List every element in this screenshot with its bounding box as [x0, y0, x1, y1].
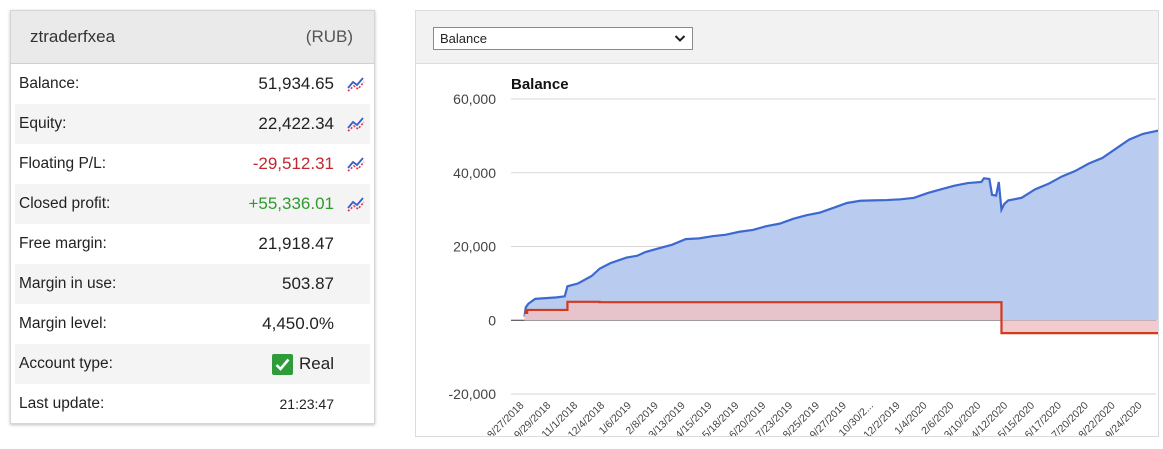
chart-icon[interactable]: [346, 194, 366, 214]
series-line-1: [524, 300, 1158, 335]
y-tick-label: 60,000: [453, 91, 496, 107]
stat-row: Margin level: 4,450.0%: [15, 304, 370, 344]
account-name: ztraderfxea: [30, 27, 116, 46]
stat-label: Margin in use:: [19, 275, 117, 292]
series-area-1: [524, 301, 1158, 334]
chart-panel: Balance Balance 60,000 40,000 20,000 0 -20,00…: [415, 10, 1159, 437]
chart-toolbar: Balance: [416, 11, 1158, 64]
stat-row: Free margin: 21,918.47: [15, 224, 370, 264]
stat-value: 21:23:47: [279, 396, 335, 412]
stat-label: Account type:: [19, 355, 113, 372]
series-area-0: [524, 130, 1158, 321]
account-panel: ztraderfxea (RUB) Balance: 51,934.65 Equit…: [10, 10, 375, 424]
stat-value: 503.87: [282, 274, 334, 293]
stat-label: Equity:: [19, 115, 67, 132]
stat-row: Margin in use: 503.87: [15, 264, 370, 304]
y-tick-label: 20,000: [453, 239, 496, 255]
stat-value: -29,512.31: [252, 154, 334, 173]
chart-type-select[interactable]: Balance: [433, 27, 693, 50]
stat-row: Account type: Real: [15, 344, 370, 384]
chart-icon[interactable]: [346, 154, 366, 174]
stat-label: Last update:: [19, 395, 105, 412]
stat-label: Closed profit:: [19, 195, 111, 212]
stat-label: Floating P/L:: [19, 155, 107, 172]
stat-value: +55,336.01: [248, 194, 334, 213]
y-tick-label: 0: [488, 312, 496, 328]
chart-title: Balance: [511, 76, 569, 93]
stat-label: Balance:: [19, 75, 80, 92]
stat-label: Margin level:: [19, 315, 107, 332]
chart-icon[interactable]: [346, 74, 366, 94]
series-line-0: [523, 129, 1158, 317]
account-currency: (RUB): [305, 27, 353, 46]
stat-value: 22,422.34: [258, 114, 334, 133]
chart-icon[interactable]: [346, 114, 366, 134]
account-stats: Balance: 51,934.65 Equity: 22,422.34 Floatin…: [11, 64, 374, 424]
balance-chart: Balance60,00040,00020,0000-20,0008/27/20…: [449, 76, 1158, 436]
stat-value: Real: [272, 353, 334, 375]
account-type-value: Real: [299, 354, 334, 373]
y-tick-label: -20,000: [449, 386, 497, 402]
y-tick-label: 40,000: [453, 165, 496, 181]
stat-value: 4,450.0%: [262, 314, 334, 333]
stat-value: 51,934.65: [258, 74, 334, 93]
stat-row: Last update: 21:23:47: [15, 384, 370, 424]
stat-row: Equity: 22,422.34: [15, 104, 370, 144]
stat-row: Balance: 51,934.65: [15, 64, 370, 104]
stat-row: Closed profit: +55,336.01: [15, 184, 370, 224]
chart-type-select-value: Balance: [440, 31, 487, 46]
account-header: ztraderfxea (RUB): [11, 11, 374, 64]
stat-label: Free margin:: [19, 235, 107, 252]
stat-value: 21,918.47: [258, 234, 334, 253]
stat-row: Floating P/L: -29,512.31: [15, 144, 370, 184]
checkmark-icon: [272, 353, 294, 375]
chevron-down-icon: [674, 32, 686, 47]
